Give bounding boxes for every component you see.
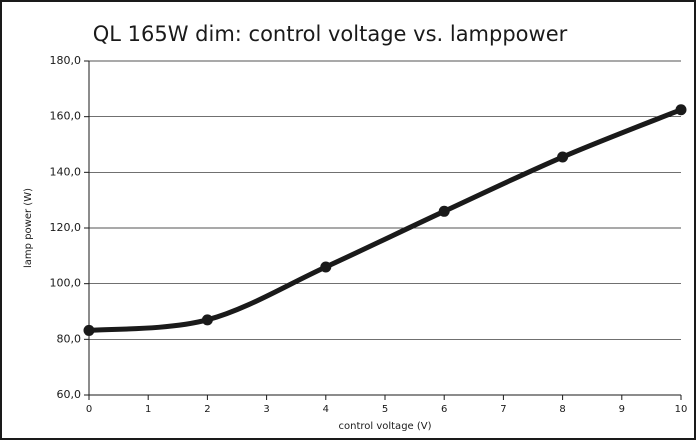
x-tick-label: 1 <box>145 404 151 415</box>
x-tick-label: 9 <box>619 404 625 415</box>
x-tick-label: 7 <box>500 404 506 415</box>
x-tick-label: 2 <box>204 404 210 415</box>
y-tick-label: 140,0 <box>50 165 82 178</box>
chart-title: QL 165W dim: control voltage vs. lamppow… <box>93 22 568 46</box>
y-axis-label: lamp power (W) <box>23 188 34 268</box>
x-tick-label: 4 <box>323 404 329 415</box>
y-tick-label: 100,0 <box>50 277 82 290</box>
point <box>83 324 95 336</box>
y-tick-label: 160,0 <box>50 110 82 123</box>
x-tick-label: 3 <box>263 404 269 415</box>
x-tick-label: 0 <box>86 404 92 415</box>
point <box>675 104 687 116</box>
x-tick-label: 6 <box>441 404 447 415</box>
y-tick-label: 60,0 <box>57 388 82 401</box>
x-tick-label: 10 <box>675 404 688 415</box>
x-axis-label: control voltage (V) <box>338 421 431 432</box>
y-tick-label: 80,0 <box>57 332 82 345</box>
point <box>201 314 213 326</box>
point <box>438 205 450 217</box>
y-tick-label: 120,0 <box>50 221 82 234</box>
line <box>88 107 682 333</box>
x-tick-label: 8 <box>559 404 565 415</box>
point <box>557 151 569 163</box>
y-tick-label: 180,0 <box>50 54 82 67</box>
x-tick-label: 5 <box>382 404 388 415</box>
point <box>320 261 332 273</box>
